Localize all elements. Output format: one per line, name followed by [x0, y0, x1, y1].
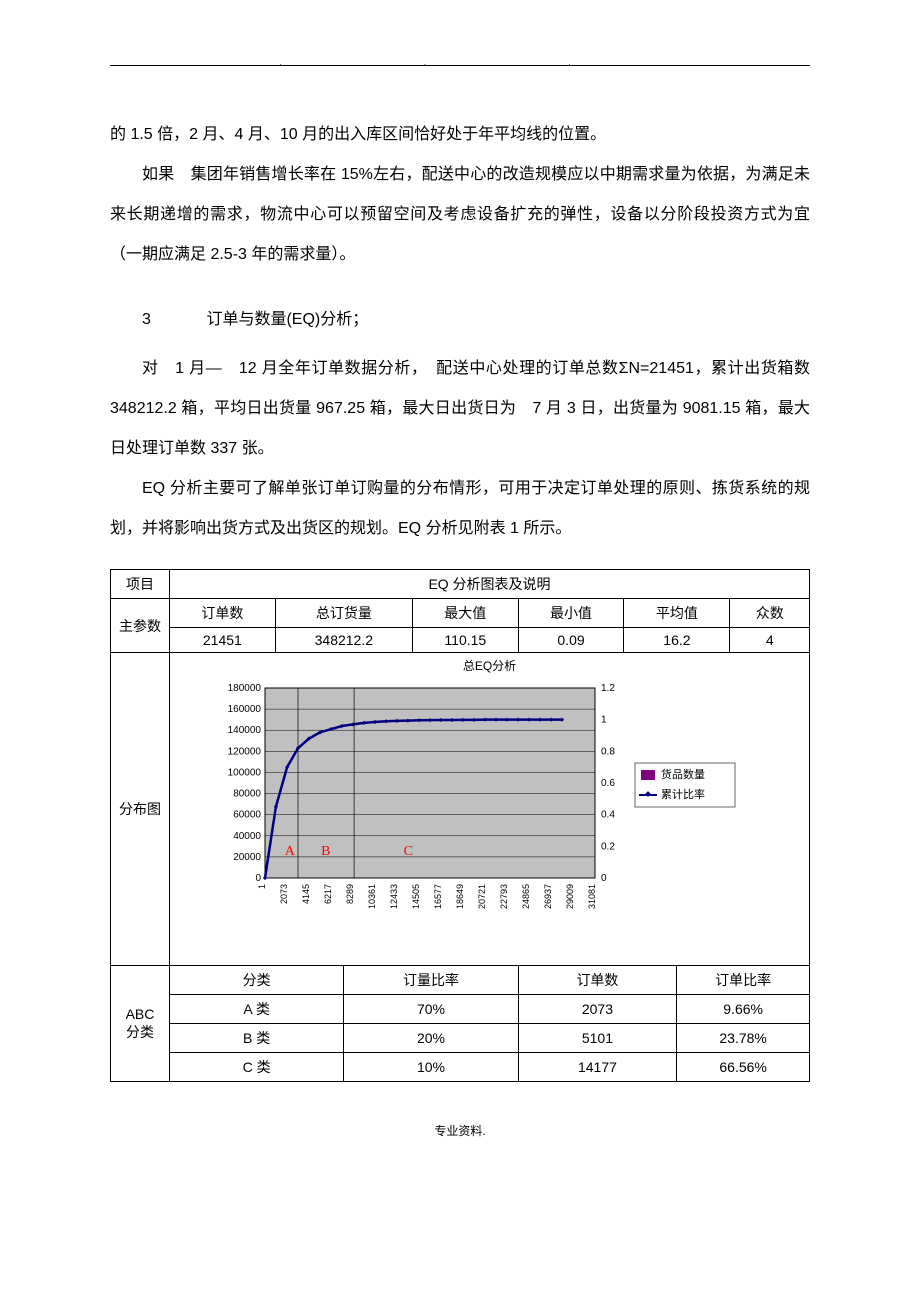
abc-col-header: 订量比率: [344, 966, 518, 995]
abc-col-header: 订单比率: [677, 966, 810, 995]
col-header-desc: EQ 分析图表及说明: [170, 570, 810, 599]
chart-cell: 总EQ分析 0 20000 40000 60000 80000 100000 120000 1…: [170, 653, 810, 966]
svg-text:0: 0: [601, 873, 607, 884]
svg-text:16577: 16577: [433, 884, 443, 909]
svg-text:12433: 12433: [389, 884, 399, 909]
paragraph-4: EQ 分析主要可了解单张订单订购量的分布情形，可用于决定订单处理的原则、拣货系统…: [110, 469, 810, 549]
abc-cell: 23.78%: [677, 1024, 810, 1053]
abc-col-header: 订单数: [518, 966, 677, 995]
svg-text:C: C: [403, 844, 412, 859]
svg-text:货品数量: 货品数量: [661, 767, 705, 781]
document-page: . . . 的 1.5 倍，2 月、4 月、10 月的出入库区间恰好处于年平均线…: [0, 0, 920, 1302]
abc-cell: 14177: [518, 1053, 677, 1082]
svg-text:20000: 20000: [233, 852, 261, 863]
col-header-item: 项目: [111, 570, 170, 599]
svg-text:40000: 40000: [233, 831, 261, 842]
svg-text:60000: 60000: [233, 810, 261, 821]
svg-text:6217: 6217: [323, 884, 333, 904]
svg-text:B: B: [321, 844, 330, 859]
main-params-val: 4: [730, 628, 810, 653]
top-rule: [110, 65, 810, 66]
svg-text:1.2: 1.2: [601, 683, 615, 694]
svg-text:14505: 14505: [411, 884, 421, 909]
svg-text:4145: 4145: [301, 884, 311, 904]
row-header-main-params: 主参数: [111, 599, 170, 653]
section-heading: 3 订单与数量(EQ)分析；: [110, 305, 810, 329]
main-params-val: 348212.2: [275, 628, 412, 653]
svg-text:140000: 140000: [227, 725, 261, 736]
abc-cell: A 类: [170, 995, 344, 1024]
svg-text:A: A: [284, 844, 295, 859]
svg-text:8289: 8289: [345, 884, 355, 904]
abc-cell: B 类: [170, 1024, 344, 1053]
main-params-val: 0.09: [518, 628, 624, 653]
main-params-val: 16.2: [624, 628, 730, 653]
table-row: 21451 348212.2 110.15 0.09 16.2 4: [111, 628, 810, 653]
svg-text:10361: 10361: [367, 884, 377, 909]
paragraph-1: 的 1.5 倍，2 月、4 月、10 月的出入库区间恰好处于年平均线的位置。: [110, 115, 810, 155]
abc-cell: C 类: [170, 1053, 344, 1082]
svg-text:0: 0: [255, 873, 261, 884]
svg-text:0.8: 0.8: [601, 746, 615, 757]
main-params-col: 订单数: [170, 599, 276, 628]
eq-chart-svg: 0 20000 40000 60000 80000 100000 120000 140000 1…: [210, 678, 770, 958]
table-row: 主参数 订单数 总订货量 最大值 最小值 平均值 众数: [111, 599, 810, 628]
footer-text: 专业资料.: [110, 1122, 810, 1139]
svg-text:24865: 24865: [521, 884, 531, 909]
svg-text:180000: 180000: [227, 683, 261, 694]
abc-cell: 5101: [518, 1024, 677, 1053]
table-row: 项目 EQ 分析图表及说明: [111, 570, 810, 599]
heading-number: 3: [142, 311, 202, 329]
abc-cell: 20%: [344, 1024, 518, 1053]
svg-text:80000: 80000: [233, 789, 261, 800]
svg-text:累计比率: 累计比率: [661, 787, 705, 801]
svg-text:29009: 29009: [565, 884, 575, 909]
main-params-col: 最小值: [518, 599, 624, 628]
abc-cell: 70%: [344, 995, 518, 1024]
svg-text:120000: 120000: [227, 746, 261, 757]
svg-text:160000: 160000: [227, 704, 261, 715]
table-row: A 类 70% 2073 9.66%: [111, 995, 810, 1024]
abc-col-header: 分类: [170, 966, 344, 995]
main-params-col: 最大值: [412, 599, 518, 628]
table-row: ABC 分类 分类 订量比率 订单数 订单比率: [111, 966, 810, 995]
svg-text:1: 1: [257, 884, 267, 889]
main-params-col: 总订货量: [275, 599, 412, 628]
chart-title: 总EQ分析: [210, 657, 770, 674]
svg-text:0.6: 0.6: [601, 778, 615, 789]
abc-cell: 10%: [344, 1053, 518, 1082]
svg-text:0.2: 0.2: [601, 841, 615, 852]
svg-text:2073: 2073: [279, 884, 289, 904]
row-header-abc: ABC 分类: [111, 966, 170, 1082]
abc-cell: 9.66%: [677, 995, 810, 1024]
svg-text:26937: 26937: [543, 884, 553, 909]
eq-analysis-table: 项目 EQ 分析图表及说明 主参数 订单数 总订货量 最大值 最小值 平均值 众…: [110, 569, 810, 1082]
main-params-val: 110.15: [412, 628, 518, 653]
svg-text:22793: 22793: [499, 884, 509, 909]
svg-text:100000: 100000: [227, 767, 261, 778]
paragraph-2: 如果 集团年销售增长率在 15%左右，配送中心的改造规模应以中期需求量为依据，为…: [110, 155, 810, 275]
paragraph-3: 对 1 月— 12 月全年订单数据分析， 配送中心处理的订单总数ΣN=21451…: [110, 349, 810, 469]
abc-cell: 66.56%: [677, 1053, 810, 1082]
table-row: B 类 20% 5101 23.78%: [111, 1024, 810, 1053]
main-params-col: 平均值: [624, 599, 730, 628]
table-row: 分布图 总EQ分析 020000400006000080000100000120…: [111, 653, 810, 966]
heading-text: 订单与数量(EQ)分析；: [206, 311, 368, 328]
table-row: C 类 10% 14177 66.56%: [111, 1053, 810, 1082]
row-header-dist: 分布图: [111, 653, 170, 966]
svg-text:1: 1: [601, 715, 607, 726]
svg-text:31081: 31081: [587, 884, 597, 909]
abc-cell: 2073: [518, 995, 677, 1024]
svg-text:0.4: 0.4: [601, 810, 615, 821]
main-params-col: 众数: [730, 599, 810, 628]
svg-text:20721: 20721: [477, 884, 487, 909]
main-params-val: 21451: [170, 628, 276, 653]
svg-text:18649: 18649: [455, 884, 465, 909]
chart-wrapper: 总EQ分析 0 20000 40000 60000 80000 100000 120000 1…: [210, 657, 770, 961]
